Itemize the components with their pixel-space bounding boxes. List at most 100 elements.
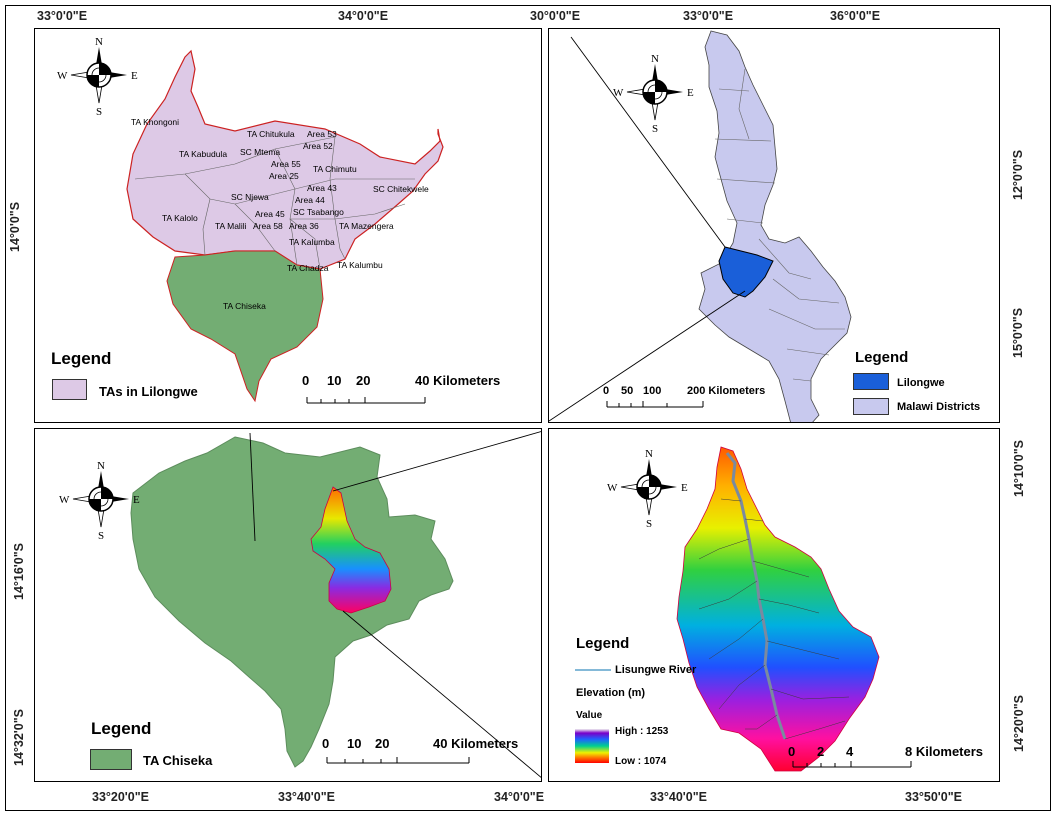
grat-p3-bottom-1: 33°40'0"E bbox=[278, 790, 335, 804]
grat-p2-top-2: 36°0'0"E bbox=[830, 9, 881, 23]
chiseka-map: N S E W bbox=[59, 431, 541, 778]
legend-label-districts: Malawi Districts bbox=[897, 401, 981, 413]
compass-w: W bbox=[59, 494, 70, 506]
ta-label: TA Chadza bbox=[287, 263, 329, 273]
ta-label: SC Njewa bbox=[231, 192, 269, 202]
scale-20: 20 bbox=[356, 373, 371, 388]
compass-w: W bbox=[57, 70, 68, 82]
scale-0: 0 bbox=[302, 373, 310, 388]
grat-p4-right-0: 14°10'0"S bbox=[1012, 440, 1026, 497]
ta-label: TA Kabudula bbox=[179, 149, 227, 159]
grat-p4-bottom-1: 33°50'0"E bbox=[905, 790, 962, 804]
scale-10: 10 bbox=[347, 736, 362, 751]
legend-title: Legend bbox=[855, 349, 909, 366]
panel-lilongwe-tas: TA Khongoni TA Chitukula Area 53 Area 52… bbox=[34, 28, 542, 423]
legend-label-low: Low : 1074 bbox=[615, 756, 667, 767]
compass-rose-icon: N S E W bbox=[607, 448, 688, 530]
ta-label: TA Mazengera bbox=[339, 221, 394, 231]
ta-label: TA Chimutu bbox=[313, 164, 357, 174]
ta-label: TA Khongoni bbox=[131, 117, 179, 127]
inset-connector bbox=[332, 431, 541, 492]
compass-rose-icon: N S E W bbox=[613, 53, 694, 135]
grat-p1-top-1: 34°0'0"E bbox=[338, 9, 389, 23]
legend-label-value: Value bbox=[576, 710, 603, 721]
ta-label: TA Kalumbu bbox=[337, 260, 383, 270]
scale-40: 40 Kilometers bbox=[433, 736, 519, 751]
legend-swatch-tas bbox=[52, 379, 87, 400]
compass-n: N bbox=[645, 448, 653, 460]
grat-p2-right-0: 12°0'0"S bbox=[1011, 149, 1025, 200]
scale-bar bbox=[606, 401, 704, 408]
grat-p2-right-1: 15°0'0"S bbox=[1011, 307, 1025, 358]
malawi-map: N S E W bbox=[549, 30, 852, 422]
scale-10: 10 bbox=[327, 373, 342, 388]
scale-2: 2 bbox=[817, 744, 825, 759]
legend-label-elevation: Elevation (m) bbox=[576, 687, 646, 699]
scale-200: 200 Kilometers bbox=[687, 385, 766, 397]
compass-n: N bbox=[97, 460, 105, 472]
scale-bar bbox=[326, 757, 470, 764]
scale-4: 4 bbox=[846, 744, 854, 759]
inset-connector bbox=[570, 36, 726, 248]
lisungwe-catchment bbox=[676, 446, 880, 772]
ta-label: Area 55 bbox=[271, 159, 301, 169]
legend-label-lilongwe: Lilongwe bbox=[897, 377, 945, 389]
scale-bar bbox=[792, 761, 912, 768]
ta-boundaries bbox=[134, 136, 415, 270]
ta-label: TA Chiseka bbox=[223, 301, 266, 311]
ta-label: Area 45 bbox=[255, 209, 285, 219]
scale-bar bbox=[306, 397, 426, 404]
district-boundaries bbox=[714, 68, 845, 382]
compass-e: E bbox=[687, 87, 694, 99]
lilongwe-district-polygon bbox=[718, 246, 774, 298]
legend-label-river: Lisungwe River bbox=[615, 664, 697, 676]
panel-lisungwe-elevation: N S E W Legend Lisungwe River Elevation … bbox=[548, 428, 1000, 782]
inset-connector bbox=[249, 432, 256, 542]
scale-100: 100 bbox=[643, 385, 662, 397]
legend-swatch-districts bbox=[853, 398, 889, 415]
grat-p1-left-0: 14°0'0"S bbox=[8, 201, 22, 252]
ta-label: TA Malili bbox=[215, 221, 247, 231]
lisungwe-elevation-map: N S E W bbox=[575, 446, 912, 772]
ta-label: Area 52 bbox=[303, 141, 333, 151]
lilongwe-ta-polygons bbox=[126, 49, 444, 270]
legend-swatch-lilongwe bbox=[853, 373, 889, 390]
panel-ta-chiseka: N S E W Legend TA Chiseka 0 10 20 40 Kil… bbox=[34, 428, 542, 782]
legend-label-high: High : 1253 bbox=[615, 726, 669, 737]
chiseka-outline bbox=[130, 436, 454, 768]
grat-p1-top-0: 33°0'0"E bbox=[37, 9, 88, 23]
river-network bbox=[698, 498, 850, 740]
ta-label: SC Tsabango bbox=[293, 207, 344, 217]
ta-label: TA Kalumba bbox=[289, 237, 335, 247]
legend-label-tas: TAs in Lilongwe bbox=[99, 384, 198, 399]
legend-title: Legend bbox=[576, 635, 630, 652]
legend-swatch-chiseka bbox=[90, 749, 132, 770]
compass-e: E bbox=[131, 70, 138, 82]
panel-malawi-districts: N S E W Legend Lilongwe Malawi Districts… bbox=[548, 28, 1000, 423]
scale-8: 8 Kilometers bbox=[905, 744, 984, 759]
inset-connector bbox=[549, 290, 746, 422]
scale-50: 50 bbox=[621, 385, 634, 397]
compass-w: W bbox=[613, 87, 624, 99]
compass-s: S bbox=[652, 123, 658, 135]
inset-connector bbox=[342, 610, 541, 778]
grat-p2-top-1: 33°0'0"E bbox=[683, 9, 734, 23]
grat-p4-right-1: 14°20'0"S bbox=[1012, 695, 1026, 752]
scale-40: 40 Kilometers bbox=[415, 373, 501, 388]
compass-s: S bbox=[98, 530, 104, 542]
compass-e: E bbox=[133, 494, 140, 506]
ta-label: SC Chitekwele bbox=[373, 184, 429, 194]
compass-rose-icon: N S E W bbox=[57, 36, 138, 118]
malawi-districts-polygon bbox=[698, 30, 852, 422]
ta-label: SC Mtema bbox=[240, 147, 280, 157]
ta-label: Area 36 bbox=[289, 221, 319, 231]
grat-p4-bottom-0: 33°40'0"E bbox=[650, 790, 707, 804]
lisungwe-dem-small bbox=[310, 486, 392, 614]
compass-rose-icon: N S E W bbox=[59, 460, 140, 542]
map-frame bbox=[5, 5, 1051, 811]
legend-elevation-ramp bbox=[575, 729, 609, 763]
ta-label: Area 44 bbox=[295, 195, 325, 205]
legend-title: Legend bbox=[51, 349, 112, 368]
ta-label: Area 58 bbox=[253, 221, 283, 231]
legend-title: Legend bbox=[91, 719, 152, 738]
